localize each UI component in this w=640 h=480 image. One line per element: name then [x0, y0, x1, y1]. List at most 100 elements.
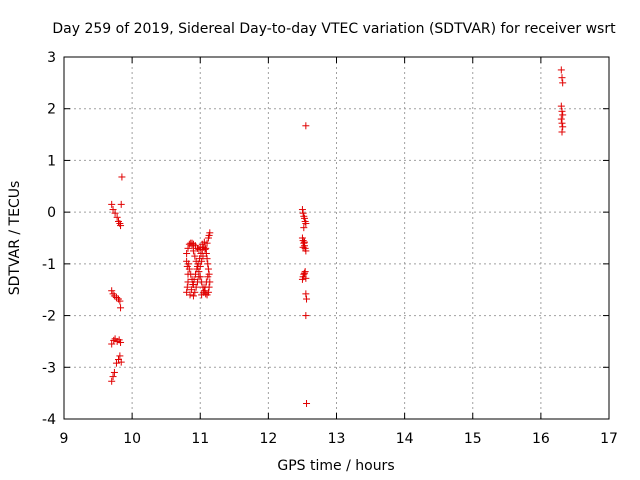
data-point: [302, 274, 310, 282]
data-point: [202, 278, 210, 286]
data-point: [558, 74, 566, 82]
data-point: [204, 260, 212, 268]
data-point: [200, 238, 208, 246]
data-point: [185, 265, 193, 273]
y-tick-label: 2: [47, 102, 56, 118]
data-point: [300, 214, 308, 222]
data-point: [302, 220, 310, 228]
data-point: [201, 245, 209, 253]
data-point: [189, 292, 197, 300]
y-tick-label: 3: [47, 50, 56, 66]
data-point: [188, 275, 196, 283]
data-point: [558, 107, 566, 115]
data-point: [185, 260, 193, 268]
data-point: [108, 200, 116, 208]
data-point: [198, 257, 206, 265]
data-point: [300, 238, 308, 246]
data-point: [200, 287, 208, 295]
data-point: [108, 287, 116, 295]
data-point: [108, 377, 116, 385]
y-tick-label: -4: [42, 412, 56, 428]
data-point: [559, 79, 567, 87]
data-point: [199, 252, 207, 260]
data-point: [109, 373, 117, 381]
data-point: [113, 213, 121, 221]
data-point: [201, 283, 209, 291]
y-axis: -4 -3 -2 -1 0 1 2 3: [42, 50, 609, 428]
data-point: [303, 399, 311, 407]
data-point: [302, 312, 310, 320]
y-axis-label: SDTVAR / TECUs: [7, 181, 23, 296]
data-point: [108, 340, 116, 348]
data-point: [302, 247, 310, 255]
data-point: [298, 206, 306, 214]
x-tick-label: 11: [191, 431, 209, 447]
data-point: [301, 268, 309, 276]
data-point: [117, 338, 125, 346]
data-point: [299, 243, 307, 251]
data-point: [111, 209, 119, 217]
x-tick-label: 12: [259, 431, 277, 447]
data-point: [206, 229, 214, 237]
x-tick-label: 13: [328, 431, 346, 447]
data-point: [117, 304, 125, 312]
data-point: [183, 283, 191, 291]
x-axis: 9 10 11 12 13 14 15 16 17: [60, 57, 618, 447]
data-point: [117, 222, 125, 230]
data-point: [112, 359, 120, 367]
y-tick-label: -1: [42, 257, 56, 273]
data-point: [183, 250, 191, 258]
data-point: [118, 173, 126, 181]
data-point: [559, 111, 567, 119]
data-point: [204, 265, 212, 273]
y-tick-label: 1: [47, 153, 56, 169]
data-point: [189, 281, 197, 289]
data-point: [194, 278, 202, 286]
data-point: [195, 273, 203, 281]
data-point: [110, 336, 118, 344]
data-point: [557, 66, 565, 74]
data-point: [200, 288, 208, 296]
data-point: [116, 352, 124, 360]
y-tick-label: -3: [42, 360, 56, 376]
data-points: [108, 66, 567, 407]
data-point: [186, 291, 194, 299]
y-tick-label: 0: [47, 205, 56, 221]
x-tick-label: 14: [396, 431, 414, 447]
data-point: [303, 295, 311, 303]
x-tick-label: 9: [60, 431, 69, 447]
data-point: [191, 288, 199, 296]
data-point: [116, 297, 124, 305]
data-point: [184, 244, 192, 252]
data-point: [189, 247, 197, 255]
data-point: [300, 224, 308, 232]
grid-lines: [64, 57, 609, 419]
data-point: [302, 122, 310, 130]
data-point: [184, 278, 192, 286]
data-point: [558, 128, 566, 136]
data-point: [109, 206, 117, 214]
data-point: [300, 269, 308, 277]
data-point: [302, 290, 310, 298]
data-point: [299, 209, 307, 217]
y-tick-label: -2: [42, 309, 56, 325]
x-tick-label: 10: [123, 431, 141, 447]
data-point: [117, 200, 125, 208]
x-axis-label: GPS time / hours: [277, 458, 394, 474]
x-tick-label: 16: [532, 431, 550, 447]
data-point: [117, 358, 125, 366]
data-point: [203, 255, 211, 263]
data-point: [110, 368, 118, 376]
data-point: [558, 119, 566, 127]
chart-title: Day 259 of 2019, Sidereal Day-to-day VTE…: [52, 21, 616, 37]
data-point: [557, 102, 565, 110]
data-point: [559, 123, 567, 131]
x-tick-label: 17: [600, 431, 618, 447]
x-tick-label: 15: [464, 431, 482, 447]
data-point: [204, 273, 212, 281]
data-point: [196, 262, 204, 270]
data-point: [187, 270, 195, 278]
data-point: [191, 252, 199, 260]
data-point: [557, 115, 565, 123]
